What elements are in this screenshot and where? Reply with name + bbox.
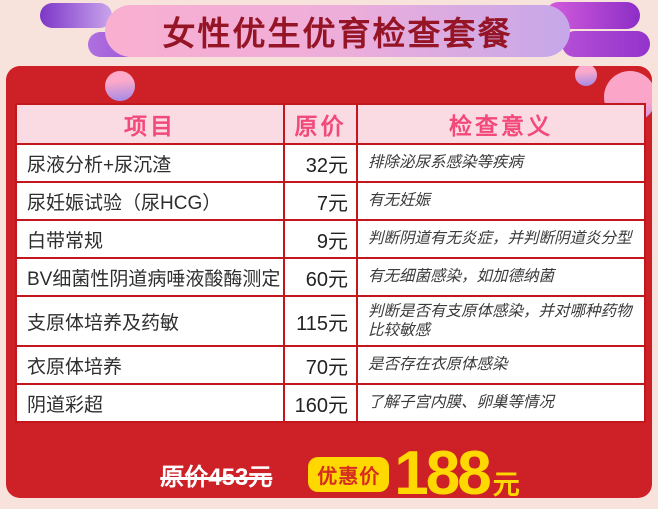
- original-price: 原价453元: [160, 463, 273, 491]
- decor-pill-top-left: [40, 3, 112, 28]
- table-row: 阴道彩超 160元 了解子宫内膜、卵巢等情况: [15, 383, 646, 423]
- item-cell: 衣原体培养: [15, 345, 285, 385]
- price-cell: 160元: [283, 383, 358, 423]
- table-row: 尿妊娠试验（尿HCG） 7元 有无妊娠: [15, 181, 646, 221]
- price-cell: 32元: [283, 143, 358, 183]
- table-row: 衣原体培养 70元 是否存在衣原体感染: [15, 345, 646, 385]
- discount-price-group: 188 元: [394, 439, 520, 498]
- meaning-cell: 有无细菌感染，如加德纳菌: [356, 257, 646, 297]
- poster-title: 女性优生优育检查套餐: [162, 15, 513, 52]
- decor-circle: [575, 66, 597, 86]
- item-cell: 白带常规: [15, 219, 285, 259]
- item-cell: 尿液分析+尿沉渣: [15, 143, 285, 183]
- discount-badge: 优惠价: [308, 456, 390, 492]
- price-cell: 70元: [283, 345, 358, 385]
- price-cell: 7元: [283, 181, 358, 221]
- meaning-cell: 是否存在衣原体感染: [356, 345, 646, 385]
- item-cell: BV细菌性阴道病唾液酸酶测定: [15, 257, 285, 297]
- table-row: BV细菌性阴道病唾液酸酶测定 60元 有无细菌感染，如加德纳菌: [15, 257, 646, 297]
- header-item: 项目: [15, 103, 285, 145]
- discount-price-value: 188: [394, 439, 491, 498]
- decor-pill-bottom-right: [562, 31, 650, 57]
- meaning-cell: 判断是否有支原体感染，并对哪种药物比较敏感: [356, 295, 646, 347]
- table-row: 尿液分析+尿沉渣 32元 排除泌尿系感染等疾病: [15, 143, 646, 183]
- decor-circle: [105, 71, 135, 101]
- discount-price-unit: 元: [492, 470, 520, 498]
- meaning-cell: 有无妊娠: [356, 181, 646, 221]
- meaning-cell: 判断阴道有无炎症，并判断阴道炎分型: [356, 219, 646, 259]
- table-row: 白带常规 9元 判断阴道有无炎症，并判断阴道炎分型: [15, 219, 646, 259]
- table-row: 支原体培养及药敏 115元 判断是否有支原体感染，并对哪种药物比较敏感: [15, 295, 646, 347]
- header-meaning: 检查意义: [356, 103, 646, 145]
- price-cell: 115元: [283, 295, 358, 347]
- price-table: 项目 原价 检查意义 尿液分析+尿沉渣 32元 排除泌尿系感染等疾病 尿妊娠试验…: [15, 103, 646, 423]
- deal-footer: 原价453元 优惠价 188 元: [6, 439, 652, 498]
- price-cell: 9元: [283, 219, 358, 259]
- meaning-cell: 排除泌尿系感染等疾病: [356, 143, 646, 183]
- price-cell: 60元: [283, 257, 358, 297]
- table-header-row: 项目 原价 检查意义: [15, 103, 646, 145]
- meaning-cell: 了解子宫内膜、卵巢等情况: [356, 383, 646, 423]
- item-cell: 尿妊娠试验（尿HCG）: [15, 181, 285, 221]
- item-cell: 阴道彩超: [15, 383, 285, 423]
- title-banner: 女性优生优育检查套餐: [105, 5, 570, 57]
- header-price: 原价: [283, 103, 358, 145]
- red-panel: 项目 原价 检查意义 尿液分析+尿沉渣 32元 排除泌尿系感染等疾病 尿妊娠试验…: [6, 66, 652, 498]
- item-cell: 支原体培养及药敏: [15, 295, 285, 347]
